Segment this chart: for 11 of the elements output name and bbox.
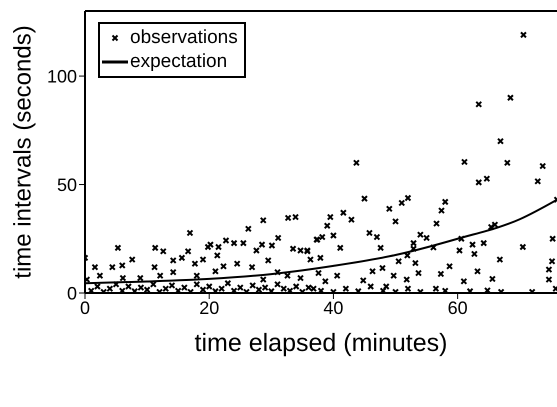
legend-label: observations (130, 26, 238, 50)
y-tick-label: 0 (66, 283, 77, 304)
y-axis-title: time intervals (seconds) (10, 25, 37, 279)
x-axis-title: time elapsed (minutes) (194, 329, 448, 357)
y-tick-label: 100 (46, 66, 77, 86)
legend-label: expectation (130, 50, 228, 74)
x-tick-label: 60 (448, 298, 468, 318)
y-tick-label: 50 (56, 174, 77, 195)
x-tick-label: 40 (323, 298, 344, 318)
x-tick-label: 0 (80, 298, 90, 318)
x-tick-label: 20 (199, 298, 220, 318)
